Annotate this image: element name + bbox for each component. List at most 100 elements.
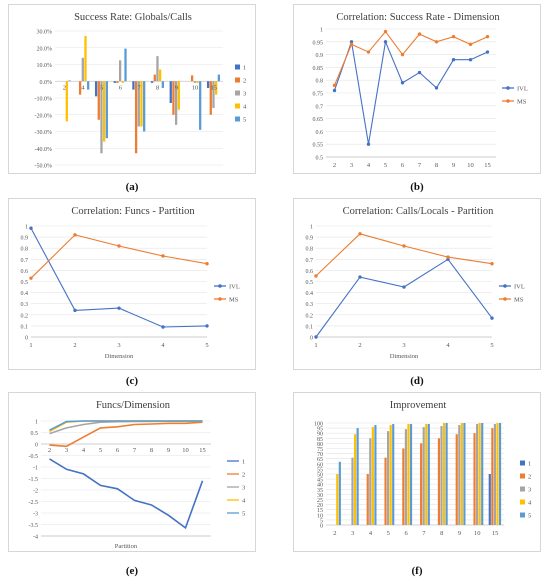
chart-title: Correlation: Success Rate - Dimension <box>336 12 500 23</box>
data-point <box>358 275 362 279</box>
y-tick-label: -2.5 <box>29 500 39 506</box>
legend-label: 5 <box>242 511 245 518</box>
x-tick-label: 2 <box>333 162 336 169</box>
bar <box>153 74 156 82</box>
y-tick-label: 65 <box>317 457 323 463</box>
y-tick-label: 40 <box>317 483 323 489</box>
bar <box>97 81 100 120</box>
y-tick-label: -2 <box>33 489 38 495</box>
y-tick-label: 1 <box>320 28 323 34</box>
y-tick-label: 10 <box>317 513 323 519</box>
y-tick-label: 20.0% <box>37 46 53 52</box>
data-point <box>490 262 494 266</box>
y-tick-label: 25 <box>317 498 323 504</box>
bar <box>159 69 162 82</box>
bar <box>440 426 443 525</box>
bar <box>132 81 135 90</box>
bar <box>389 425 392 525</box>
data-point <box>73 308 77 313</box>
bar <box>215 81 218 95</box>
x-tick-label: 5 <box>384 162 387 169</box>
chart-panel-c: Correlation: Funcs - Partition 1 0.9 0.8 0.7… <box>8 198 256 370</box>
bar <box>476 424 479 525</box>
legend-swatch <box>520 460 525 466</box>
legend-label: IVL <box>229 284 240 291</box>
y-tick-label: 60 <box>317 462 323 468</box>
bar <box>460 423 463 525</box>
y-tick-label: 0.3 <box>306 302 314 308</box>
legend-marker <box>506 86 510 90</box>
data-point <box>314 274 318 278</box>
legend-label: 4 <box>242 498 246 505</box>
data-point <box>485 34 490 39</box>
y-tick-label: 0.6 <box>316 130 324 136</box>
x-tick-label: 5 <box>490 342 493 349</box>
x-tick-label: 15 <box>484 162 491 169</box>
data-point <box>332 88 337 93</box>
bar <box>356 428 359 525</box>
data-point <box>434 40 439 44</box>
x-axis-label: Partition <box>115 543 138 550</box>
data-point <box>400 52 405 57</box>
legend-label: 2 <box>243 78 246 85</box>
y-tick-label: 75 <box>317 447 323 453</box>
y-tick-label: 30 <box>317 493 323 499</box>
legend-label: 1 <box>528 461 531 468</box>
x-tick-label: 9 <box>167 447 170 454</box>
x-tick-label: 8 <box>435 162 438 169</box>
y-tick-label: 0.6 <box>306 269 314 275</box>
bar <box>100 81 103 154</box>
data-point <box>451 34 456 39</box>
data-point <box>117 306 121 310</box>
legend-label: 1 <box>242 459 245 466</box>
y-tick-label: 0.65 <box>313 117 324 123</box>
bar <box>206 81 210 88</box>
data-point <box>29 276 33 280</box>
legend-label: MS <box>514 297 524 304</box>
y-tick-label: 0.55 <box>313 143 324 149</box>
data-point <box>417 70 422 75</box>
x-tick-label: 10 <box>474 530 481 537</box>
x-tick-label: 1 <box>29 342 32 349</box>
bar <box>84 36 87 82</box>
bar <box>174 81 178 125</box>
bar <box>409 424 413 525</box>
x-tick-label: 5 <box>100 84 103 91</box>
bar <box>425 424 428 525</box>
bar <box>193 81 196 83</box>
y-tick-label: 0.9 <box>306 236 314 242</box>
x-tick-label: 4 <box>367 162 371 169</box>
y-tick-label: 70 <box>317 452 323 458</box>
x-tick-label: 6 <box>119 84 123 91</box>
legend-label: 5 <box>243 117 246 124</box>
y-tick-label: 0.1 <box>306 324 314 330</box>
bar <box>116 81 119 83</box>
bar <box>491 428 494 525</box>
data-point <box>349 40 354 44</box>
legend-label: IVL <box>514 284 525 291</box>
bar <box>196 81 199 83</box>
bar <box>458 425 461 525</box>
bar <box>420 443 423 525</box>
caption-d: (d) <box>410 375 424 387</box>
series-line <box>30 234 208 279</box>
x-tick-label: 10 <box>182 447 189 454</box>
data-point <box>402 244 406 248</box>
y-tick-label: 0.5 <box>316 156 324 162</box>
x-tick-label: 5 <box>205 342 208 349</box>
y-tick-label: 0.95 <box>313 40 324 46</box>
y-tick-label: 0 <box>310 336 313 342</box>
chart-title: Correlation: Funcs - Partition <box>71 206 195 217</box>
bar <box>488 474 491 525</box>
legend-swatch <box>235 103 240 109</box>
series-line <box>49 420 203 431</box>
bar <box>369 438 372 525</box>
x-tick-label: 15 <box>199 447 206 454</box>
bar <box>353 434 357 525</box>
legend-marker <box>506 99 510 103</box>
chart-title: Correlation: Calls/Locals - Partition <box>343 206 495 217</box>
data-point <box>349 42 354 47</box>
bar <box>81 57 84 82</box>
data-point <box>161 325 165 329</box>
x-tick-label: 3 <box>117 342 120 349</box>
